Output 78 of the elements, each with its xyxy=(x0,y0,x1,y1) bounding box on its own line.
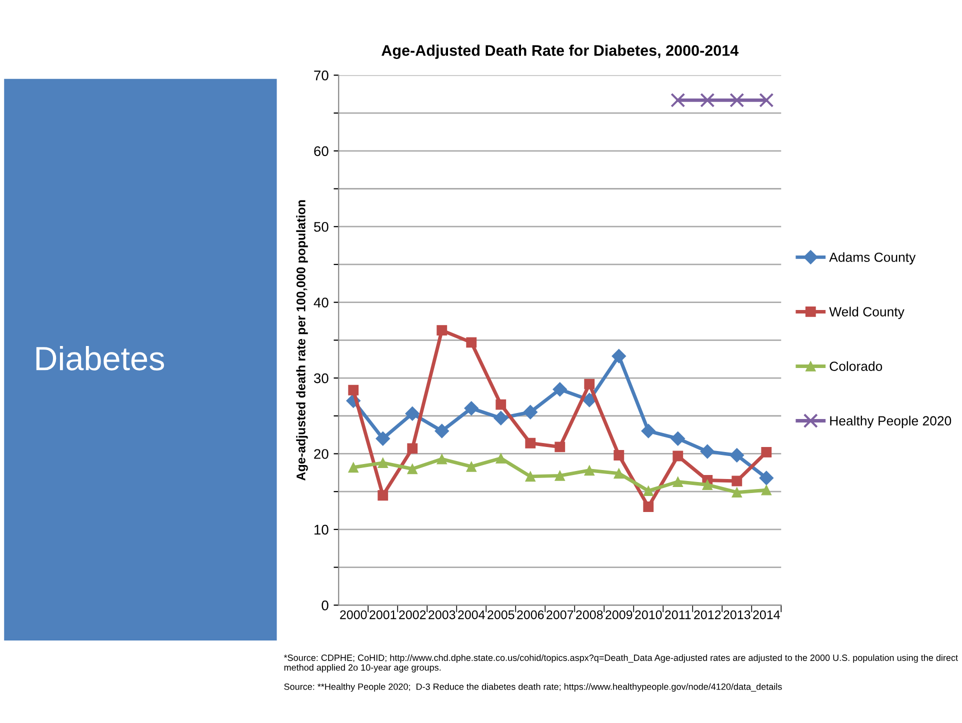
point xyxy=(407,443,418,454)
point xyxy=(407,464,418,474)
x-tick-label: 2012 xyxy=(694,610,721,620)
y-tick-label: 20 xyxy=(314,449,328,459)
point xyxy=(672,450,684,462)
point xyxy=(614,468,624,479)
point xyxy=(761,484,772,496)
point xyxy=(523,404,538,420)
point xyxy=(700,444,715,459)
point xyxy=(554,470,566,481)
x-tick-label: 2007 xyxy=(546,610,574,620)
point xyxy=(466,461,477,472)
chart-title: Age-Adjusted Death Rate for Diabetes, 2000-2014 xyxy=(382,44,739,59)
point xyxy=(759,470,774,486)
x-tick-label: 2010 xyxy=(635,610,662,620)
point xyxy=(730,448,744,462)
point xyxy=(732,487,742,498)
point xyxy=(466,337,477,348)
point xyxy=(434,424,450,438)
y-tick-label: 50 xyxy=(314,222,328,232)
y-tick-label: 10 xyxy=(314,524,328,535)
point xyxy=(554,442,566,452)
point xyxy=(436,454,448,464)
legend-label: Healthy People 2020 xyxy=(830,416,952,428)
point xyxy=(552,382,568,397)
point xyxy=(494,410,508,426)
point xyxy=(672,476,684,487)
point xyxy=(759,92,774,108)
legend-label: Colorado xyxy=(830,361,882,371)
point xyxy=(525,438,536,448)
point xyxy=(702,480,713,490)
x-tick-label: 2009 xyxy=(606,610,632,620)
point xyxy=(641,424,656,438)
point xyxy=(378,458,388,468)
source-note: Source: **Healthy People 2020; D-3 Reduce the diabetes death rate; https://www.healthypeople.gov/node/4120/data_details xyxy=(284,683,782,692)
point xyxy=(405,406,420,421)
x-tick-label: 2000 xyxy=(340,610,367,620)
x-tick-label: 2002 xyxy=(399,610,426,620)
point xyxy=(670,431,686,446)
y-tick-label: 30 xyxy=(314,373,328,384)
x-tick-label: 2001 xyxy=(370,610,396,620)
point xyxy=(378,490,388,501)
point xyxy=(732,476,742,486)
point xyxy=(525,471,536,482)
x-tick-label: 2003 xyxy=(428,610,456,620)
point xyxy=(464,401,479,416)
x-tick-label: 2011 xyxy=(665,610,691,620)
point xyxy=(643,502,654,512)
y-tick-label: 0 xyxy=(322,600,328,610)
point xyxy=(436,325,448,336)
x-tick-label: 2006 xyxy=(517,610,544,620)
point xyxy=(496,399,506,410)
point xyxy=(612,348,626,364)
text: *Source: CDPHE; CoHID; http://www.chd.dphe.state.co.us/cohid/topics.aspx?q=Death_Data Age-adjusted rates are adjusted to the 2000 U.S. population using the direct method applied 2o 10-year age groups. xyxy=(284,654,958,672)
y-tick-label: 70 xyxy=(314,70,328,80)
point xyxy=(643,486,654,496)
x-tick-label: 2004 xyxy=(458,610,485,620)
x-tick-label: 2008 xyxy=(576,610,603,620)
point xyxy=(700,92,715,108)
point xyxy=(670,92,686,108)
point xyxy=(614,450,624,460)
x-tick-label: 2005 xyxy=(488,610,514,620)
point xyxy=(376,431,390,446)
point xyxy=(584,378,595,390)
text: Diabetes xyxy=(36,346,164,370)
point xyxy=(761,447,772,458)
legend-label: Weld County xyxy=(829,306,904,320)
legend-label: Adams County xyxy=(829,252,916,265)
y-tick-label: 60 xyxy=(314,146,328,156)
point xyxy=(730,92,744,108)
y-tick-label: 40 xyxy=(314,298,328,308)
point xyxy=(496,453,506,464)
x-tick-label: 2013 xyxy=(724,610,750,620)
point xyxy=(348,384,359,396)
x-tick-label: 2014 xyxy=(753,610,780,620)
point xyxy=(584,465,595,476)
point xyxy=(348,462,359,473)
y-axis-title: Age-adjusted death rate per 100,000 population xyxy=(296,200,308,481)
